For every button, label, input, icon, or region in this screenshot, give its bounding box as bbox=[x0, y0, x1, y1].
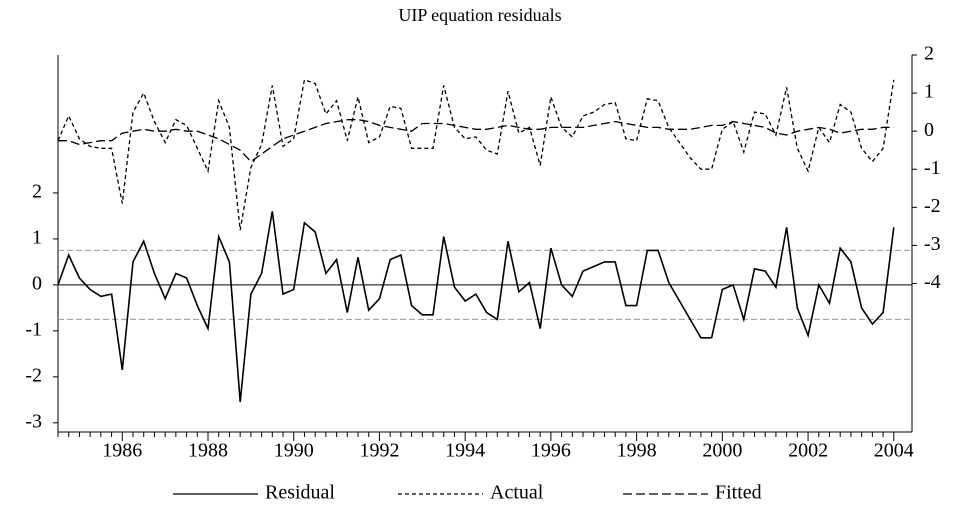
x-tick-label: 2000 bbox=[702, 440, 742, 462]
y2-tick-label: -1 bbox=[924, 157, 941, 179]
y2-tick-label: 2 bbox=[924, 43, 934, 65]
y-tick-label: -2 bbox=[25, 364, 42, 386]
series-line bbox=[58, 119, 894, 163]
y2-tick-label: -4 bbox=[924, 271, 941, 293]
x-tick-label: 1998 bbox=[617, 440, 657, 462]
y-tick-label: 0 bbox=[32, 272, 42, 294]
series-line bbox=[57, 78, 895, 231]
x-tick-label: 2002 bbox=[788, 440, 828, 462]
x-tick-label: 1986 bbox=[102, 440, 142, 462]
legend-label: Fitted bbox=[715, 482, 762, 504]
y2-tick-label: 0 bbox=[924, 119, 934, 141]
x-tick-label: 1996 bbox=[531, 440, 571, 462]
x-tick-label: 1994 bbox=[445, 440, 485, 462]
legend-label: Residual bbox=[265, 482, 335, 504]
x-tick-label: 1990 bbox=[274, 440, 314, 462]
y-tick-label: -3 bbox=[25, 410, 42, 432]
y-tick-label: 2 bbox=[32, 181, 42, 203]
y-tick-label: -1 bbox=[25, 318, 42, 340]
x-tick-label: 1988 bbox=[188, 440, 228, 462]
y2-tick-label: 1 bbox=[924, 81, 934, 103]
x-tick-label: 2004 bbox=[874, 440, 914, 462]
legend-label: Actual bbox=[490, 482, 544, 504]
x-tick-label: 1992 bbox=[359, 440, 399, 462]
y2-tick-label: -2 bbox=[924, 195, 941, 217]
series-line bbox=[57, 211, 895, 403]
y2-tick-label: -3 bbox=[924, 233, 941, 255]
y-tick-label: 1 bbox=[32, 226, 42, 248]
chart-title: UIP equation residuals bbox=[398, 5, 561, 25]
